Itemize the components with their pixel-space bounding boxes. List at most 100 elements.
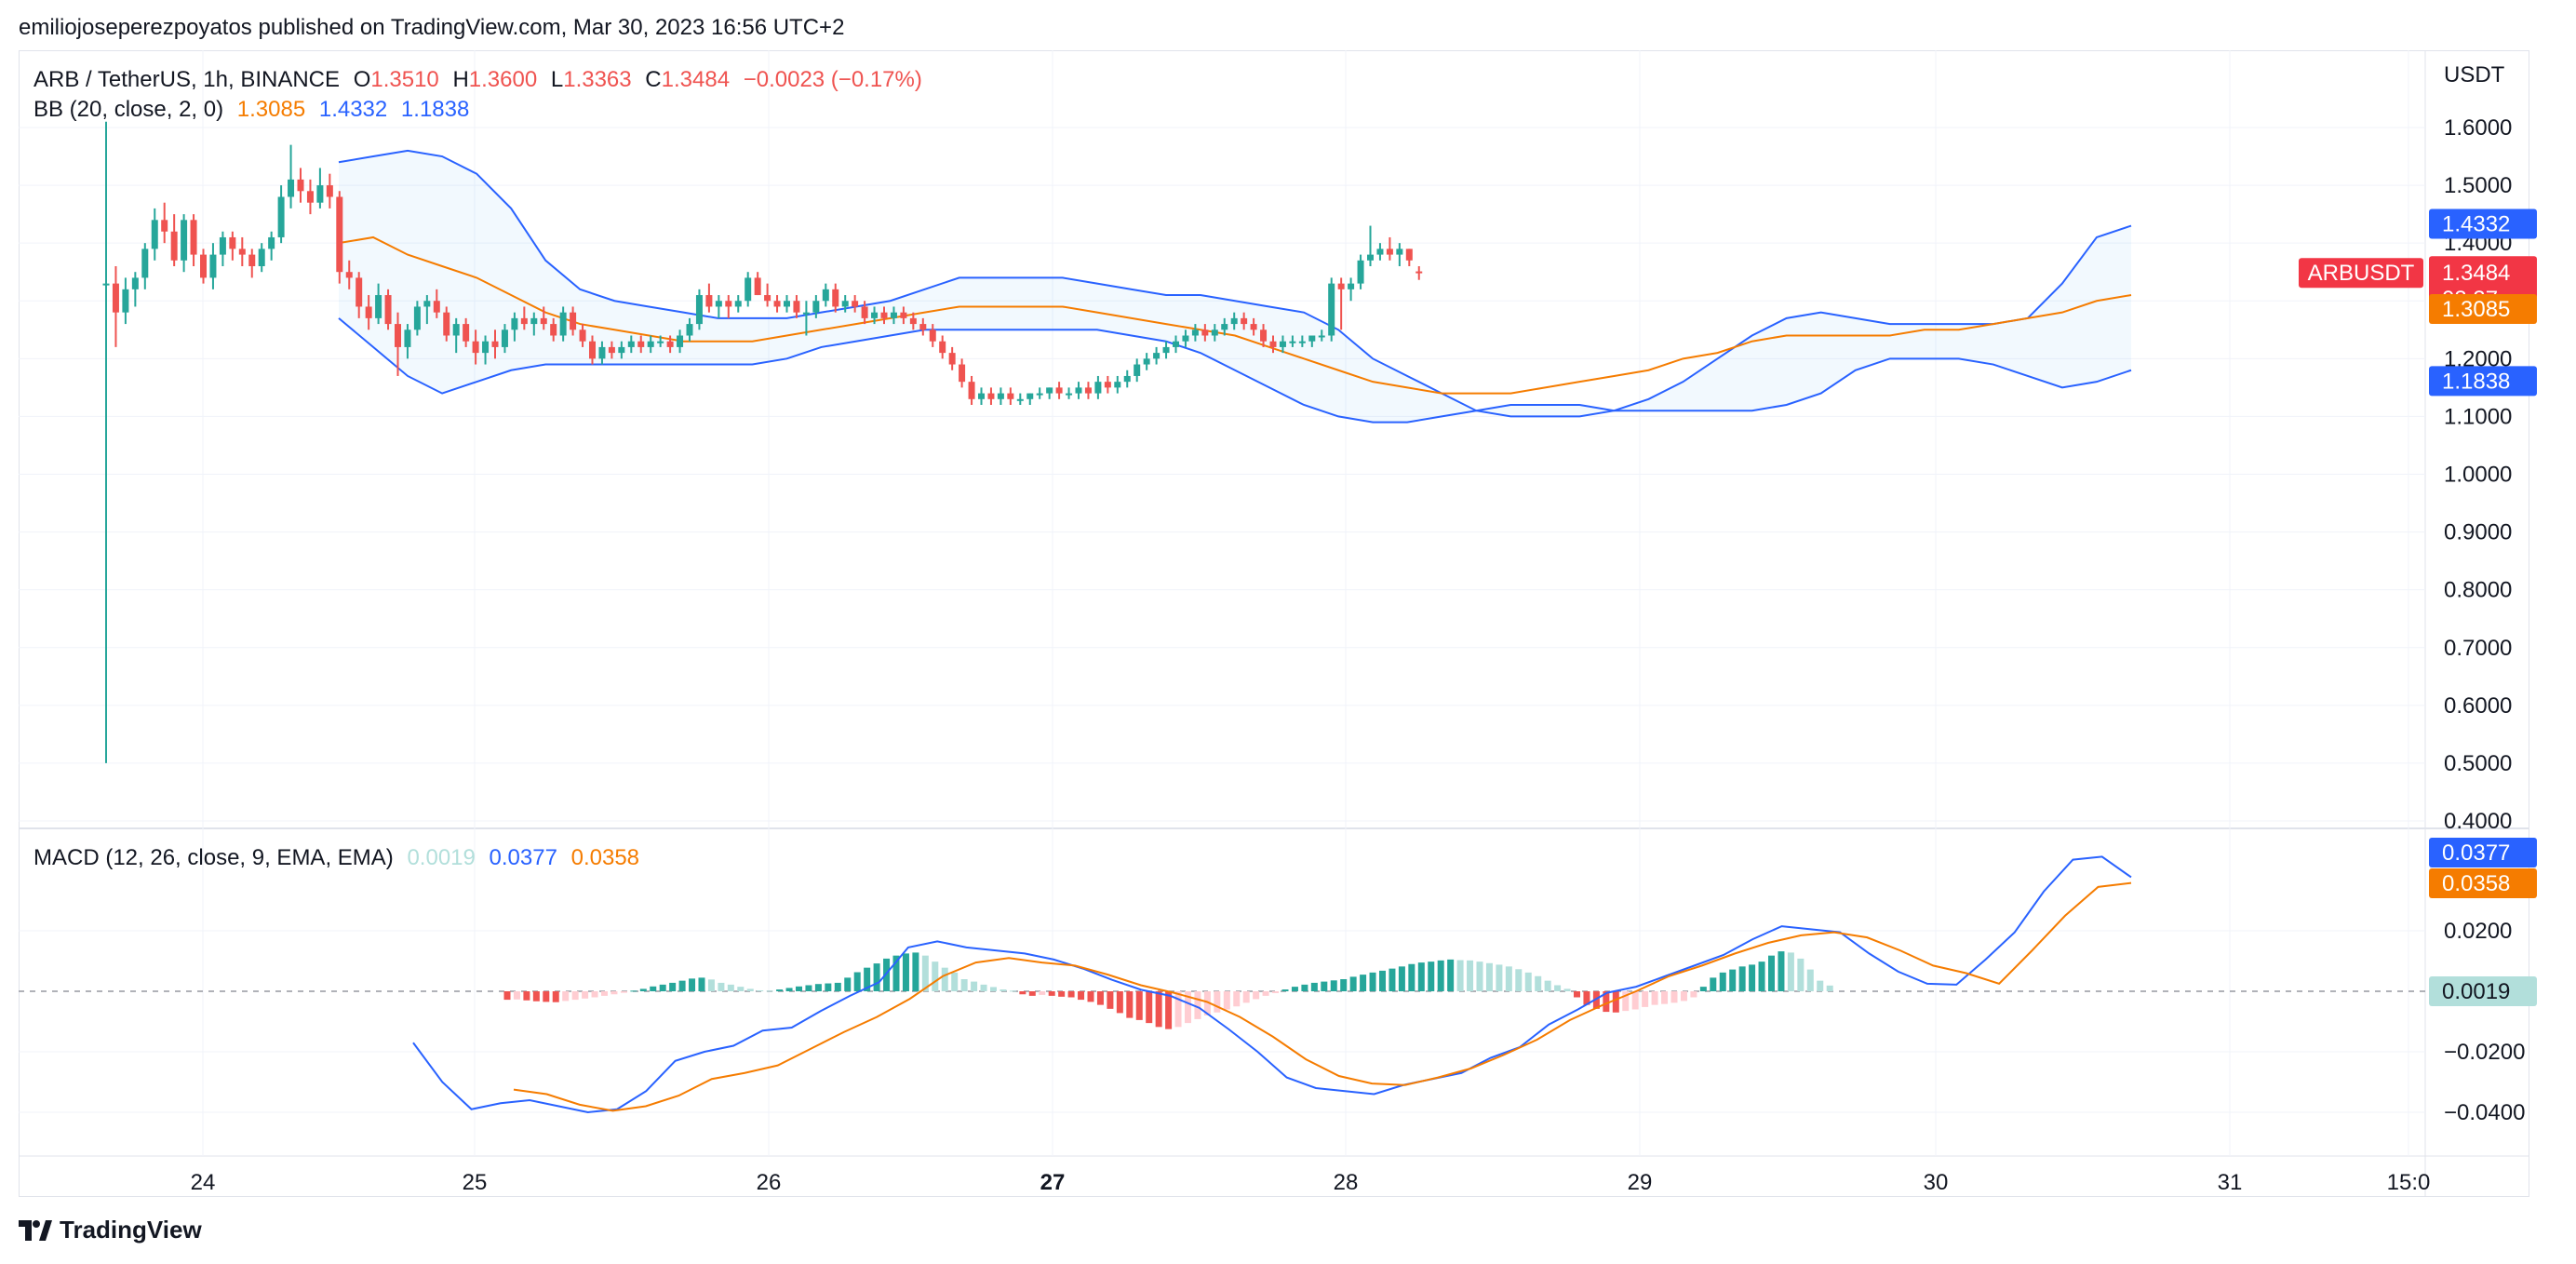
time-tick-label: 27 bbox=[1040, 1170, 1066, 1195]
macd-line-badge-bg bbox=[2429, 838, 2537, 867]
macd-hist-bar bbox=[523, 991, 530, 1001]
macd-hist-bar bbox=[1787, 952, 1794, 991]
price-tick-label: 0.7000 bbox=[2444, 636, 2512, 661]
candle-body bbox=[1162, 346, 1170, 354]
bb-lower-value: 1.1838 bbox=[400, 97, 470, 122]
price-tick-label: 0.9000 bbox=[2444, 520, 2512, 545]
candle-body bbox=[1182, 335, 1189, 342]
time-tick-label: 30 bbox=[1924, 1170, 1949, 1195]
macd-hist-bar bbox=[805, 985, 812, 991]
candle-body bbox=[618, 346, 625, 354]
macd-hist-bar bbox=[1476, 961, 1483, 991]
macd-hist-bar bbox=[1456, 960, 1464, 991]
candle-body bbox=[1405, 249, 1413, 261]
candle-body bbox=[1134, 364, 1141, 376]
macd-hist-bar bbox=[1612, 991, 1619, 1013]
macd-hist-bar bbox=[1467, 960, 1474, 991]
macd-hist-bar bbox=[1408, 963, 1415, 991]
bb-upper-badge-text: 1.4332 bbox=[2442, 212, 2510, 237]
candle-body bbox=[1348, 283, 1355, 289]
macd-hist-bar bbox=[543, 991, 550, 1002]
macd-panel bbox=[412, 855, 2132, 1114]
candle-body bbox=[375, 295, 382, 318]
candle-body bbox=[530, 317, 538, 325]
candle-body bbox=[550, 324, 557, 336]
macd-hist-bar bbox=[1165, 991, 1173, 1029]
candle-body bbox=[112, 283, 119, 313]
macd-hist-bar bbox=[1223, 991, 1230, 1010]
macd-hist-bar bbox=[1360, 975, 1367, 991]
candle-body bbox=[1289, 341, 1296, 343]
symbol-title[interactable]: ARB / TetherUS, 1h, BINANCE bbox=[34, 67, 341, 92]
macd-hist-bar bbox=[892, 955, 900, 991]
candle-body bbox=[880, 312, 888, 318]
bb-legend: BB (20, close, 2, 0) 1.3085 1.4332 1.183… bbox=[34, 97, 476, 123]
candle-body bbox=[170, 231, 178, 261]
macd-signal-value: 0.0358 bbox=[570, 845, 640, 870]
candle-body bbox=[248, 254, 256, 266]
close-value: 1.3484 bbox=[661, 67, 731, 92]
candle-body bbox=[395, 324, 401, 347]
candle-body bbox=[1036, 393, 1043, 396]
tradingview-logo[interactable]: TradingView bbox=[19, 1216, 202, 1244]
candle-body bbox=[715, 301, 722, 307]
macd-hist-bar bbox=[659, 984, 666, 991]
candle-body bbox=[734, 301, 742, 307]
candle-body bbox=[1241, 317, 1248, 325]
time-tick-label: 28 bbox=[1334, 1170, 1359, 1195]
symbol-tag-badge: ARBUSDT bbox=[2299, 258, 2423, 289]
chart-frame[interactable] bbox=[19, 50, 2529, 1197]
bb-lower-badge-bg bbox=[2429, 366, 2537, 397]
bb-fill bbox=[339, 150, 2131, 423]
macd-hist-bar bbox=[1078, 991, 1085, 1001]
macd-title[interactable]: MACD (12, 26, close, 9, EMA, EMA) bbox=[34, 845, 394, 870]
macd-hist-bar bbox=[630, 990, 637, 992]
candle-body bbox=[677, 335, 684, 347]
candle-body bbox=[959, 364, 966, 383]
macd-hist-bar bbox=[503, 991, 511, 1001]
macd-hist-bar bbox=[825, 983, 832, 991]
macd-hist-bar bbox=[1310, 982, 1318, 991]
macd-hist-bar bbox=[1806, 969, 1814, 991]
candle-body bbox=[812, 301, 820, 313]
macd-hist-bar bbox=[1651, 991, 1658, 1005]
candle-body bbox=[472, 341, 479, 354]
macd-hist-bar bbox=[980, 984, 987, 991]
open-label: O bbox=[353, 67, 371, 92]
bb-upper-badge-bg bbox=[2429, 208, 2537, 239]
macd-hist-bar bbox=[552, 991, 559, 1002]
candle-body bbox=[1191, 329, 1199, 336]
price-tick-label: 0.8000 bbox=[2444, 578, 2512, 603]
candle-body bbox=[443, 312, 450, 336]
macd-hist-bar bbox=[1096, 991, 1104, 1005]
bb-title[interactable]: BB (20, close, 2, 0) bbox=[34, 97, 224, 122]
candle-body bbox=[919, 324, 927, 330]
macd-hist-bar bbox=[1281, 989, 1289, 991]
candle-body bbox=[570, 312, 577, 330]
macd-hist-bar bbox=[951, 972, 959, 991]
close-label: C bbox=[645, 67, 662, 92]
macd-hist-bar bbox=[1778, 951, 1785, 991]
macd-tick-label: 0.0200 bbox=[2444, 919, 2512, 944]
candle-body bbox=[978, 393, 985, 399]
bb-basis-badge-bg bbox=[2429, 293, 2537, 324]
macd-hist-bar bbox=[873, 963, 880, 991]
candle-body bbox=[288, 179, 295, 197]
candle-body bbox=[861, 306, 868, 318]
macd-hist-bar bbox=[932, 961, 939, 991]
candle-body bbox=[589, 341, 596, 359]
change-value: −0.0023 (−0.17%) bbox=[743, 67, 922, 92]
bb-basis-badge-text: 1.3085 bbox=[2442, 297, 2510, 322]
candle-body bbox=[1279, 341, 1286, 347]
macd-hist-bar bbox=[1369, 972, 1376, 991]
macd-hist-bar bbox=[1000, 989, 1007, 991]
candle-body bbox=[1143, 358, 1150, 365]
macd-hist-badge: 0.0019 bbox=[2429, 976, 2537, 1006]
macd-hist-bar bbox=[1039, 991, 1046, 995]
candle-body bbox=[190, 220, 197, 255]
candle-body bbox=[1415, 271, 1423, 274]
macd-hist-bar bbox=[1544, 980, 1551, 991]
macd-hist-bar bbox=[1135, 991, 1143, 1020]
bollinger-bands bbox=[338, 149, 2132, 424]
